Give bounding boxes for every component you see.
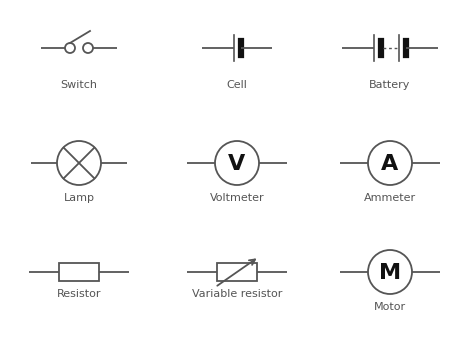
Text: V: V xyxy=(228,154,246,174)
Text: M: M xyxy=(379,263,401,283)
Text: Lamp: Lamp xyxy=(64,193,94,203)
Text: A: A xyxy=(382,154,399,174)
Text: Motor: Motor xyxy=(374,302,406,312)
Bar xyxy=(217,263,257,281)
Text: Battery: Battery xyxy=(369,80,410,90)
Text: Variable resistor: Variable resistor xyxy=(192,289,282,299)
Text: Ammeter: Ammeter xyxy=(364,193,416,203)
Bar xyxy=(59,263,99,281)
Text: Voltmeter: Voltmeter xyxy=(210,193,264,203)
Text: Resistor: Resistor xyxy=(57,289,101,299)
Text: Cell: Cell xyxy=(227,80,247,90)
Text: Switch: Switch xyxy=(61,80,98,90)
